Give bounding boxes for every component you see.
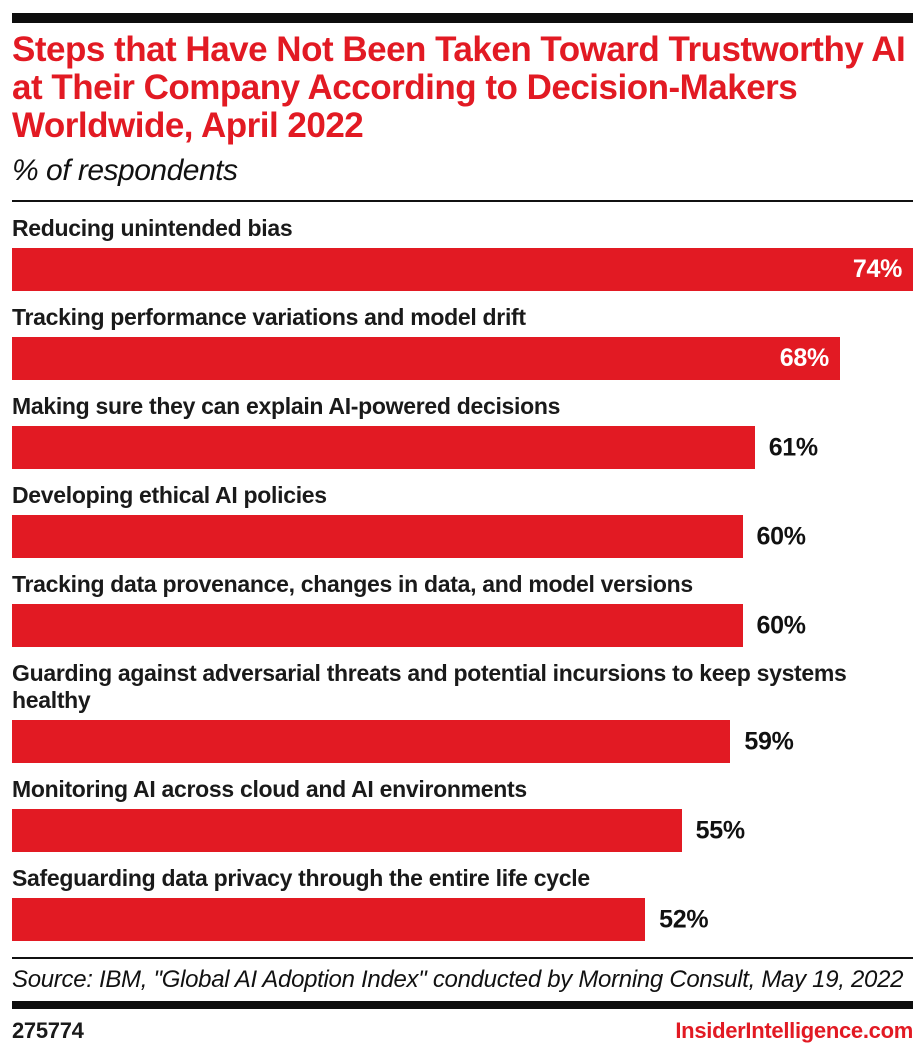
bar-track: 68% [12,337,913,380]
bar [12,515,743,558]
bar-row: Safeguarding data privacy through the en… [12,865,913,941]
bar-row: Monitoring AI across cloud and AI enviro… [12,776,913,852]
bar-track: 60% [12,604,913,647]
bar: 74% [12,248,913,291]
bar-category-label: Making sure they can explain AI-powered … [12,393,561,419]
bar: 68% [12,337,840,380]
bar-row: Making sure they can explain AI-powered … [12,393,913,469]
bar-value-label: 55% [695,816,745,844]
bar [12,426,755,469]
bar-track: 60% [12,515,913,558]
bar-track: 61% [12,426,913,469]
top-rule [12,13,913,23]
bar-value-label: 61% [768,433,818,461]
bar-value-label: 68% [779,344,829,372]
bar [12,809,682,852]
source-note: Source: IBM, "Global AI Adoption Index" … [12,966,904,993]
site-link[interactable]: InsiderIntelligence.com [675,1018,913,1043]
bar-value-label: 52% [659,905,709,933]
bar-track: 55% [12,809,913,852]
bar [12,720,731,763]
bar-row: Reducing unintended bias 74% [12,215,913,291]
bar-value-label: 60% [756,522,806,550]
footer-divider [12,957,913,959]
bar-row: Developing ethical AI policies 60% [12,482,913,558]
bar-category-label: Reducing unintended bias [12,215,293,241]
bar-row: Tracking performance variations and mode… [12,304,913,380]
chart-title: Steps that Have Not Been Taken Toward Tr… [12,30,906,145]
bar-category-label: Developing ethical AI policies [12,482,327,508]
bar [12,898,646,941]
bar-chart: Reducing unintended bias 74% Tracking perf… [12,215,913,941]
bar-row: Tracking data provenance, changes in dat… [12,571,913,647]
bar [12,604,743,647]
bar-value-label: 60% [756,611,806,639]
bar-category-label: Guarding against adversarial threats and… [12,660,847,713]
bottom-rule [12,1001,913,1009]
bar-category-label: Tracking performance variations and mode… [12,304,526,330]
bar-category-label: Tracking data provenance, changes in dat… [12,571,693,597]
chart-subtitle: % of respondents [12,154,238,187]
bar-track: 59% [12,720,913,763]
bar-row: Guarding against adversarial threats and… [12,660,913,763]
bar-track: 74% [12,248,913,291]
bar-value-label: 74% [852,255,902,283]
bar-category-label: Monitoring AI across cloud and AI enviro… [12,776,527,802]
bar-track: 52% [12,898,913,941]
header-divider [12,200,913,202]
bar-category-label: Safeguarding data privacy through the en… [12,865,590,891]
bar-value-label: 59% [744,727,794,755]
chart-id: 275774 [12,1018,84,1043]
footer: 275774 InsiderIntelligence.com [12,1018,913,1044]
